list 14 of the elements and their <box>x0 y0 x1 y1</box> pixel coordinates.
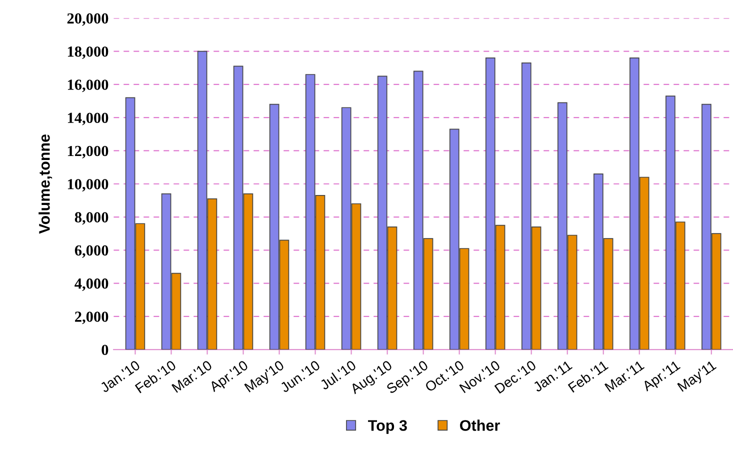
y-tick-label: 6,000 <box>74 245 108 258</box>
y-tick-label: 14,000 <box>68 112 108 126</box>
legend-label: Top 3 <box>368 420 407 434</box>
y-tick-label: 20,000 <box>67 13 108 26</box>
legend-label: Other <box>460 420 500 431</box>
y-tick-label: 10,000 <box>68 179 108 192</box>
y-tick-label: 16,000 <box>68 80 108 92</box>
y-tick-label: 8,000 <box>74 212 108 225</box>
y-tick-label: 12,000 <box>68 146 108 158</box>
y-tick-label: 18,000 <box>68 46 108 59</box>
y-tick-label: 0 <box>102 344 108 356</box>
y-tick-label: 2,000 <box>75 312 108 324</box>
y-tick-label: 4,000 <box>74 278 108 291</box>
y-axis-title: Volume,tonne <box>38 134 52 234</box>
